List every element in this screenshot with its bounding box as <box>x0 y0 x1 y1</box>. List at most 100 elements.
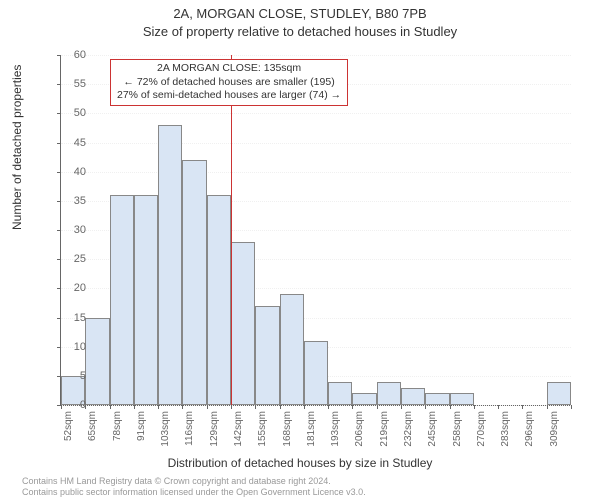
ytick-label: 5 <box>80 370 86 382</box>
xtick-mark <box>110 405 111 409</box>
xtick-label: 219sqm <box>379 411 390 447</box>
xtick-mark <box>401 405 402 409</box>
histogram-bar <box>158 125 182 405</box>
xtick-mark <box>158 405 159 409</box>
xtick-label: 283sqm <box>500 411 511 447</box>
ytick-mark <box>57 318 61 319</box>
annotation-box: 2A MORGAN CLOSE: 135sqm← 72% of detached… <box>110 59 348 106</box>
ytick-mark <box>57 201 61 202</box>
xtick-label: 245sqm <box>427 411 438 447</box>
xtick-label: 65sqm <box>87 411 98 441</box>
xtick-mark <box>425 405 426 409</box>
ytick-label: 20 <box>74 282 86 294</box>
xtick-label: 309sqm <box>549 411 560 447</box>
gridline <box>61 113 571 114</box>
gridline <box>61 405 571 406</box>
xtick-label: 296sqm <box>524 411 535 447</box>
xtick-mark <box>61 405 62 409</box>
histogram-bar <box>255 306 279 405</box>
xtick-label: 168sqm <box>282 411 293 447</box>
histogram-bar <box>328 382 352 405</box>
reference-line <box>231 55 232 405</box>
ytick-mark <box>57 288 61 289</box>
xtick-label: 91sqm <box>136 411 147 441</box>
histogram-bar <box>377 382 401 405</box>
ytick-label: 15 <box>74 312 86 324</box>
annotation-line: 2A MORGAN CLOSE: 135sqm <box>117 62 341 76</box>
xtick-mark <box>450 405 451 409</box>
gridline <box>61 143 571 144</box>
xtick-mark <box>134 405 135 409</box>
histogram-bar <box>352 393 376 405</box>
xtick-mark <box>377 405 378 409</box>
histogram-bar <box>110 195 134 405</box>
xtick-mark <box>231 405 232 409</box>
histogram-bar <box>280 294 304 405</box>
histogram-bar <box>304 341 328 405</box>
ytick-label: 35 <box>74 195 86 207</box>
ytick-label: 50 <box>74 107 86 119</box>
xtick-label: 142sqm <box>233 411 244 447</box>
histogram-bar <box>85 318 109 406</box>
x-axis-label: Distribution of detached houses by size … <box>0 456 600 470</box>
xtick-mark <box>304 405 305 409</box>
histogram-bar <box>547 382 571 405</box>
xtick-mark <box>498 405 499 409</box>
xtick-mark <box>182 405 183 409</box>
histogram-bar <box>207 195 231 405</box>
y-axis-label: Number of detached properties <box>10 65 24 230</box>
xtick-label: 103sqm <box>160 411 171 447</box>
histogram-bar <box>425 393 449 405</box>
gridline <box>61 55 571 56</box>
xtick-mark <box>328 405 329 409</box>
chart-title: 2A, MORGAN CLOSE, STUDLEY, B80 7PB <box>0 6 600 21</box>
ytick-label: 10 <box>74 341 86 353</box>
xtick-mark <box>522 405 523 409</box>
annotation-line: 27% of semi-detached houses are larger (… <box>117 89 341 103</box>
ytick-mark <box>57 172 61 173</box>
xtick-label: 52sqm <box>63 411 74 441</box>
ytick-mark <box>57 143 61 144</box>
xtick-label: 116sqm <box>184 411 195 446</box>
xtick-label: 206sqm <box>354 411 365 447</box>
chart-subtitle: Size of property relative to detached ho… <box>0 24 600 39</box>
xtick-label: 129sqm <box>209 411 220 447</box>
histogram-bar <box>134 195 158 405</box>
xtick-mark <box>571 405 572 409</box>
histogram-bar <box>450 393 474 405</box>
xtick-label: 232sqm <box>403 411 414 447</box>
xtick-label: 181sqm <box>306 411 317 447</box>
ytick-mark <box>57 230 61 231</box>
ytick-mark <box>57 84 61 85</box>
ytick-label: 60 <box>74 49 86 61</box>
histogram-bar <box>231 242 255 405</box>
footer-line2: Contains public sector information licen… <box>22 487 366 498</box>
annotation-line: ← 72% of detached houses are smaller (19… <box>117 76 341 90</box>
xtick-mark <box>547 405 548 409</box>
histogram-bar <box>401 388 425 406</box>
xtick-label: 270sqm <box>476 411 487 447</box>
ytick-label: 45 <box>74 137 86 149</box>
histogram-bar <box>182 160 206 405</box>
ytick-label: 0 <box>80 399 86 411</box>
xtick-mark <box>352 405 353 409</box>
gridline <box>61 172 571 173</box>
chart-container: 2A, MORGAN CLOSE, STUDLEY, B80 7PB Size … <box>0 0 600 500</box>
ytick-mark <box>57 347 61 348</box>
xtick-label: 78sqm <box>112 411 123 441</box>
ytick-label: 40 <box>74 166 86 178</box>
xtick-label: 155sqm <box>257 411 268 447</box>
plot-area <box>60 55 571 406</box>
ytick-label: 25 <box>74 253 86 265</box>
xtick-label: 258sqm <box>452 411 463 447</box>
ytick-label: 55 <box>74 78 86 90</box>
ytick-label: 30 <box>74 224 86 236</box>
xtick-label: 193sqm <box>330 411 341 447</box>
ytick-mark <box>57 259 61 260</box>
footer-attribution: Contains HM Land Registry data © Crown c… <box>22 476 366 498</box>
footer-line1: Contains HM Land Registry data © Crown c… <box>22 476 366 487</box>
xtick-mark <box>474 405 475 409</box>
ytick-mark <box>57 55 61 56</box>
xtick-mark <box>280 405 281 409</box>
ytick-mark <box>57 113 61 114</box>
